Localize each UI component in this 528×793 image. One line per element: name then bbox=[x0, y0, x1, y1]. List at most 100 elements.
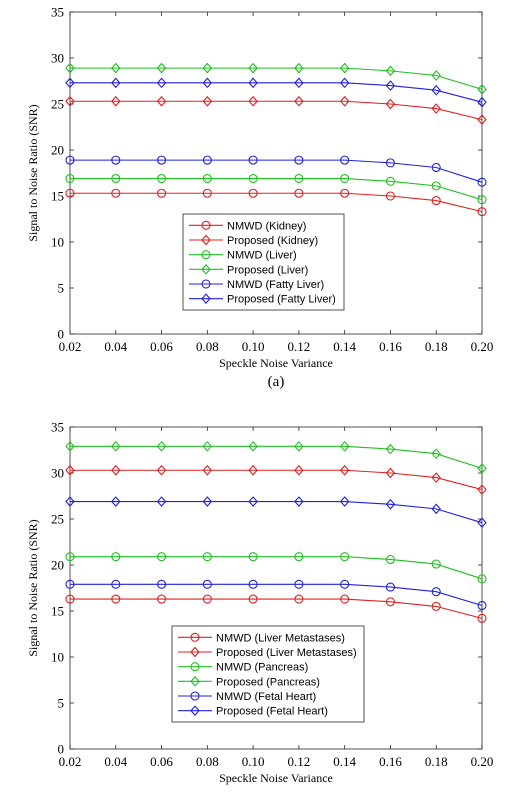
y-tick-label: 5 bbox=[58, 696, 65, 711]
x-tick-label: 0.18 bbox=[425, 339, 448, 354]
data-point-circle bbox=[477, 574, 487, 584]
data-point-diamond bbox=[431, 103, 441, 114]
legend-entry-label: NMWD (Liver) bbox=[227, 250, 297, 262]
data-point-diamond bbox=[111, 464, 121, 476]
data-point-circle bbox=[65, 579, 75, 589]
y-tick-label: 10 bbox=[51, 650, 64, 665]
data-point-diamond bbox=[202, 95, 213, 107]
y-tick-label: 15 bbox=[51, 604, 64, 619]
series-proposed-kidney bbox=[65, 95, 487, 125]
data-point-diamond bbox=[156, 496, 167, 507]
data-point-circle bbox=[65, 173, 75, 184]
legend-entry-label: NMWD (Kidney) bbox=[227, 220, 306, 232]
series-line bbox=[70, 67, 483, 90]
data-point-circle bbox=[65, 188, 75, 198]
data-point-circle bbox=[248, 188, 258, 198]
series-proposed-fatty-liver bbox=[65, 77, 487, 108]
data-point-diamond bbox=[248, 464, 258, 476]
legend-marker-circle bbox=[201, 220, 211, 230]
data-point-diamond bbox=[65, 464, 75, 476]
x-tick-label: 0.06 bbox=[150, 339, 173, 354]
x-tick-label: 0.06 bbox=[150, 754, 173, 769]
y-tick-label: 5 bbox=[58, 281, 65, 296]
data-point-circle bbox=[477, 195, 487, 205]
x-tick-label: 0.20 bbox=[471, 339, 494, 354]
chart-panel-1: 0.02 0.04 0.06 0.08 0.10 0.12 0.14 0.16 0.18 0.20… bbox=[26, 5, 493, 391]
data-point-circle bbox=[157, 155, 167, 165]
series-line bbox=[70, 598, 483, 619]
data-point-diamond bbox=[111, 440, 121, 452]
y-tick-label: 0 bbox=[58, 327, 65, 342]
legend-entry-label: NMWD (Fetal Heart) bbox=[216, 691, 316, 703]
legend-marker-diamond bbox=[190, 646, 200, 658]
legend-entry-label: NMWD (Liver Metastases) bbox=[216, 632, 345, 644]
data-point-circle bbox=[248, 594, 258, 604]
data-point-diamond bbox=[294, 95, 304, 107]
data-point-circle bbox=[431, 587, 441, 597]
series-proposed-liver-metastases bbox=[65, 464, 487, 495]
data-point-circle bbox=[340, 594, 350, 604]
legend-marker-circle bbox=[190, 662, 200, 672]
data-point-diamond bbox=[202, 464, 213, 476]
series-line bbox=[70, 100, 483, 121]
data-point-diamond bbox=[111, 77, 121, 89]
data-point-diamond bbox=[111, 496, 121, 507]
data-point-circle bbox=[431, 559, 441, 569]
data-point-diamond bbox=[477, 484, 487, 495]
data-point-diamond bbox=[65, 62, 75, 74]
data-point-circle bbox=[340, 552, 350, 562]
data-point-circle bbox=[385, 554, 395, 565]
data-point-diamond bbox=[477, 83, 487, 95]
data-point-diamond bbox=[477, 463, 487, 474]
series-nmwd-fatty-liver bbox=[65, 155, 487, 187]
data-point-diamond bbox=[339, 95, 350, 107]
y-tick-label: 30 bbox=[51, 51, 64, 66]
y-axis-label: Signal to Noise Ratio (SNR) bbox=[26, 104, 40, 241]
data-point-diamond bbox=[156, 464, 167, 476]
x-tick-label: 0.04 bbox=[104, 339, 127, 354]
data-point-diamond bbox=[385, 498, 396, 510]
data-point-circle bbox=[248, 173, 258, 184]
data-point-diamond bbox=[339, 77, 350, 89]
data-point-diamond bbox=[431, 472, 441, 483]
x-tick-label: 0.10 bbox=[242, 339, 265, 354]
y-tick-label: 10 bbox=[51, 235, 64, 250]
data-point-circle bbox=[294, 188, 304, 198]
series-line bbox=[70, 177, 483, 201]
y-tick-label: 15 bbox=[51, 189, 64, 204]
data-point-diamond bbox=[339, 496, 350, 507]
x-axis-label: Speckle Noise Variance bbox=[219, 356, 333, 370]
data-point-diamond bbox=[294, 464, 304, 476]
data-point-circle bbox=[294, 552, 304, 562]
data-point-diamond bbox=[156, 62, 167, 74]
x-tick-label: 0.18 bbox=[425, 754, 448, 769]
x-axis-label: Speckle Noise Variance bbox=[219, 771, 333, 785]
data-point-diamond bbox=[294, 77, 304, 89]
legend-marker-diamond bbox=[190, 676, 200, 687]
legend: NMWD (Liver Metastases) Proposed (Liver M… bbox=[171, 625, 365, 723]
y-tick-label: 0 bbox=[58, 742, 65, 757]
data-point-circle bbox=[111, 594, 121, 604]
data-point-diamond bbox=[248, 77, 258, 89]
y-tick-label: 25 bbox=[51, 512, 64, 527]
data-point-diamond bbox=[385, 443, 396, 455]
series-nmwd-pancreas bbox=[65, 552, 487, 584]
data-point-diamond bbox=[202, 440, 213, 452]
series-nmwd-liver-metastases bbox=[65, 594, 487, 623]
x-tick-label: 0.10 bbox=[242, 754, 265, 769]
data-point-diamond bbox=[248, 95, 258, 107]
data-point-diamond bbox=[477, 96, 487, 108]
series-line bbox=[70, 159, 483, 183]
x-tick-label: 0.02 bbox=[59, 339, 82, 354]
legend-box bbox=[171, 625, 365, 723]
data-point-diamond bbox=[294, 440, 304, 452]
data-point-diamond bbox=[156, 440, 167, 452]
x-tick-label: 0.16 bbox=[379, 754, 402, 769]
data-point-circle bbox=[431, 196, 441, 206]
data-point-circle bbox=[477, 600, 487, 611]
legend-marker-circle bbox=[190, 632, 200, 642]
series-proposed-fetal-heart bbox=[65, 496, 487, 529]
data-point-circle bbox=[202, 188, 212, 198]
data-point-circle bbox=[111, 188, 121, 198]
